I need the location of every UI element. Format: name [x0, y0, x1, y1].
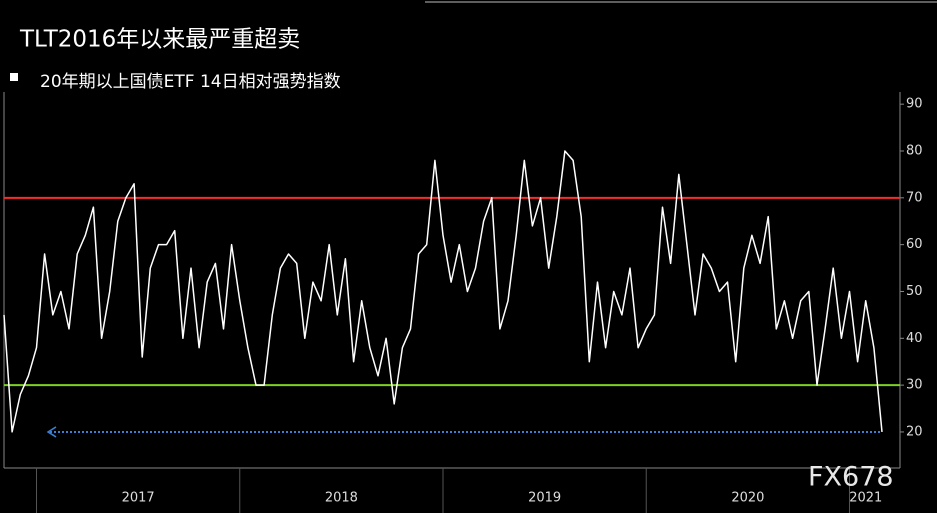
- x-tick-label: 2019: [528, 491, 561, 506]
- y-tick-label: 20: [906, 424, 923, 439]
- legend-label: 20年期以上国债ETF 14日相对强势指数: [40, 72, 341, 92]
- x-tick-label: 2018: [325, 491, 358, 506]
- watermark: FX678: [808, 462, 894, 493]
- x-tick-label: 2017: [122, 491, 155, 506]
- data-line: [3, 150, 883, 433]
- y-tick-label: 60: [906, 237, 923, 252]
- y-tick-label: 40: [906, 331, 923, 346]
- chart-title: TLT2016年以来最严重超卖: [19, 27, 300, 53]
- y-tick-label: 70: [906, 190, 923, 205]
- y-tick-label: 90: [906, 97, 923, 112]
- y-tick-label: 80: [906, 143, 923, 158]
- legend-marker: [10, 73, 18, 81]
- reference-arrow: [46, 426, 57, 438]
- x-tick-label: 2021: [849, 491, 882, 506]
- y-tick-label: 30: [906, 378, 923, 393]
- y-tick-label: 50: [906, 284, 923, 299]
- x-tick-label: 2020: [731, 491, 764, 506]
